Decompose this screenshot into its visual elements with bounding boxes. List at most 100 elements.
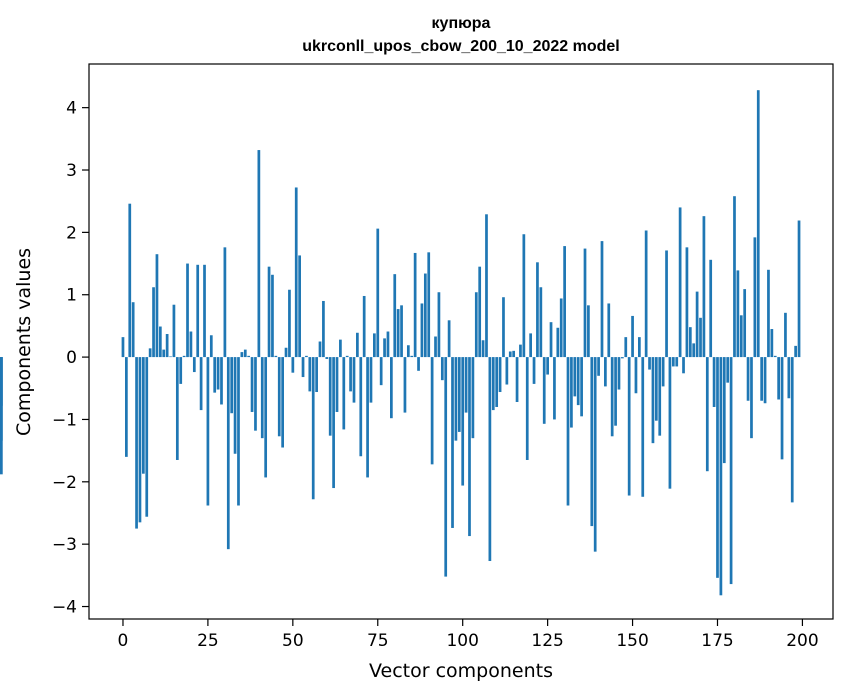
- bar: [746, 357, 750, 401]
- bar: [515, 357, 519, 402]
- bar: [335, 357, 339, 412]
- bar: [284, 347, 288, 358]
- bar: [549, 322, 553, 358]
- bar: [508, 351, 512, 358]
- bar: [556, 327, 560, 358]
- bar: [522, 234, 526, 358]
- bar: [767, 269, 770, 358]
- bar: [240, 352, 244, 358]
- bar: [529, 333, 532, 358]
- bar: [332, 357, 335, 489]
- bar: [573, 357, 577, 397]
- bar: [182, 355, 186, 358]
- bar: [542, 357, 546, 424]
- bar: [512, 350, 516, 358]
- bar: [736, 270, 740, 358]
- bar: [505, 357, 509, 385]
- bar: [661, 357, 665, 387]
- bar: [260, 357, 264, 439]
- bar: [206, 357, 210, 506]
- bar: [695, 291, 699, 358]
- bar: [298, 255, 301, 358]
- x-tick-label: 150: [616, 631, 648, 651]
- bar: [390, 357, 393, 419]
- bar: [488, 357, 492, 562]
- bar: [406, 345, 410, 358]
- bar: [668, 357, 672, 489]
- bar-series: [0, 90, 801, 596]
- bar: [682, 357, 685, 374]
- bar: [614, 357, 617, 426]
- bar: [474, 292, 478, 358]
- bar: [536, 262, 539, 358]
- bar: [678, 207, 682, 358]
- bar: [580, 357, 583, 417]
- bar: [237, 357, 240, 506]
- y-axis-ticks: −4 −3 −2 −1 0 1 2 3 4: [52, 99, 89, 618]
- bar: [135, 357, 138, 529]
- x-tick-label: 75: [367, 631, 389, 651]
- bar: [733, 196, 736, 358]
- bar: [128, 203, 132, 358]
- bar: [739, 315, 743, 358]
- bar: [546, 357, 549, 375]
- bar: [169, 356, 172, 358]
- bar: [0, 357, 3, 475]
- bar: [179, 357, 183, 384]
- bar: [658, 357, 662, 436]
- bar: [203, 264, 206, 358]
- bar: [213, 357, 217, 393]
- bar: [264, 357, 268, 478]
- bar: [400, 305, 403, 358]
- y-tick-label: 4: [66, 99, 77, 119]
- bar: [294, 187, 298, 358]
- bar: [373, 333, 376, 358]
- y-tick-label: −1: [52, 410, 77, 430]
- bar: [753, 237, 757, 358]
- bar: [349, 357, 352, 392]
- x-axis-label: Vector components: [369, 660, 553, 682]
- bar: [148, 348, 152, 358]
- y-axis-label: Components values: [13, 248, 35, 436]
- bar: [624, 337, 628, 358]
- bar: [413, 252, 417, 358]
- bar: [519, 344, 522, 358]
- bar: [576, 357, 580, 406]
- bar: [525, 357, 529, 460]
- bar: [770, 329, 774, 358]
- bar: [162, 349, 166, 358]
- bar: [267, 266, 271, 358]
- bar: [420, 303, 424, 358]
- bar: [430, 357, 434, 465]
- bar: [692, 343, 696, 358]
- bar: [142, 357, 145, 474]
- bar: [322, 300, 325, 358]
- bar: [627, 357, 631, 496]
- bar: [196, 264, 200, 358]
- y-tick-label: 1: [66, 286, 77, 306]
- y-tick-label: −2: [52, 473, 77, 493]
- bar: [600, 241, 604, 358]
- bar: [352, 357, 356, 403]
- bar: [186, 263, 189, 358]
- bar: [502, 297, 505, 358]
- bar: [288, 289, 291, 358]
- bar: [359, 357, 363, 457]
- bar: [478, 266, 482, 358]
- x-tick-label: 25: [197, 631, 219, 651]
- bar: [454, 357, 458, 441]
- bar: [403, 357, 407, 413]
- bar: [427, 252, 431, 358]
- bar: [587, 305, 590, 358]
- bar: [301, 357, 305, 378]
- bar: [716, 357, 719, 578]
- bar: [243, 349, 247, 358]
- bar: [257, 150, 261, 358]
- bar: [121, 337, 125, 358]
- y-tick-label: −4: [52, 598, 77, 618]
- bar: [773, 355, 777, 358]
- bar: [539, 287, 543, 358]
- bar: [702, 216, 706, 358]
- bar: [634, 357, 638, 394]
